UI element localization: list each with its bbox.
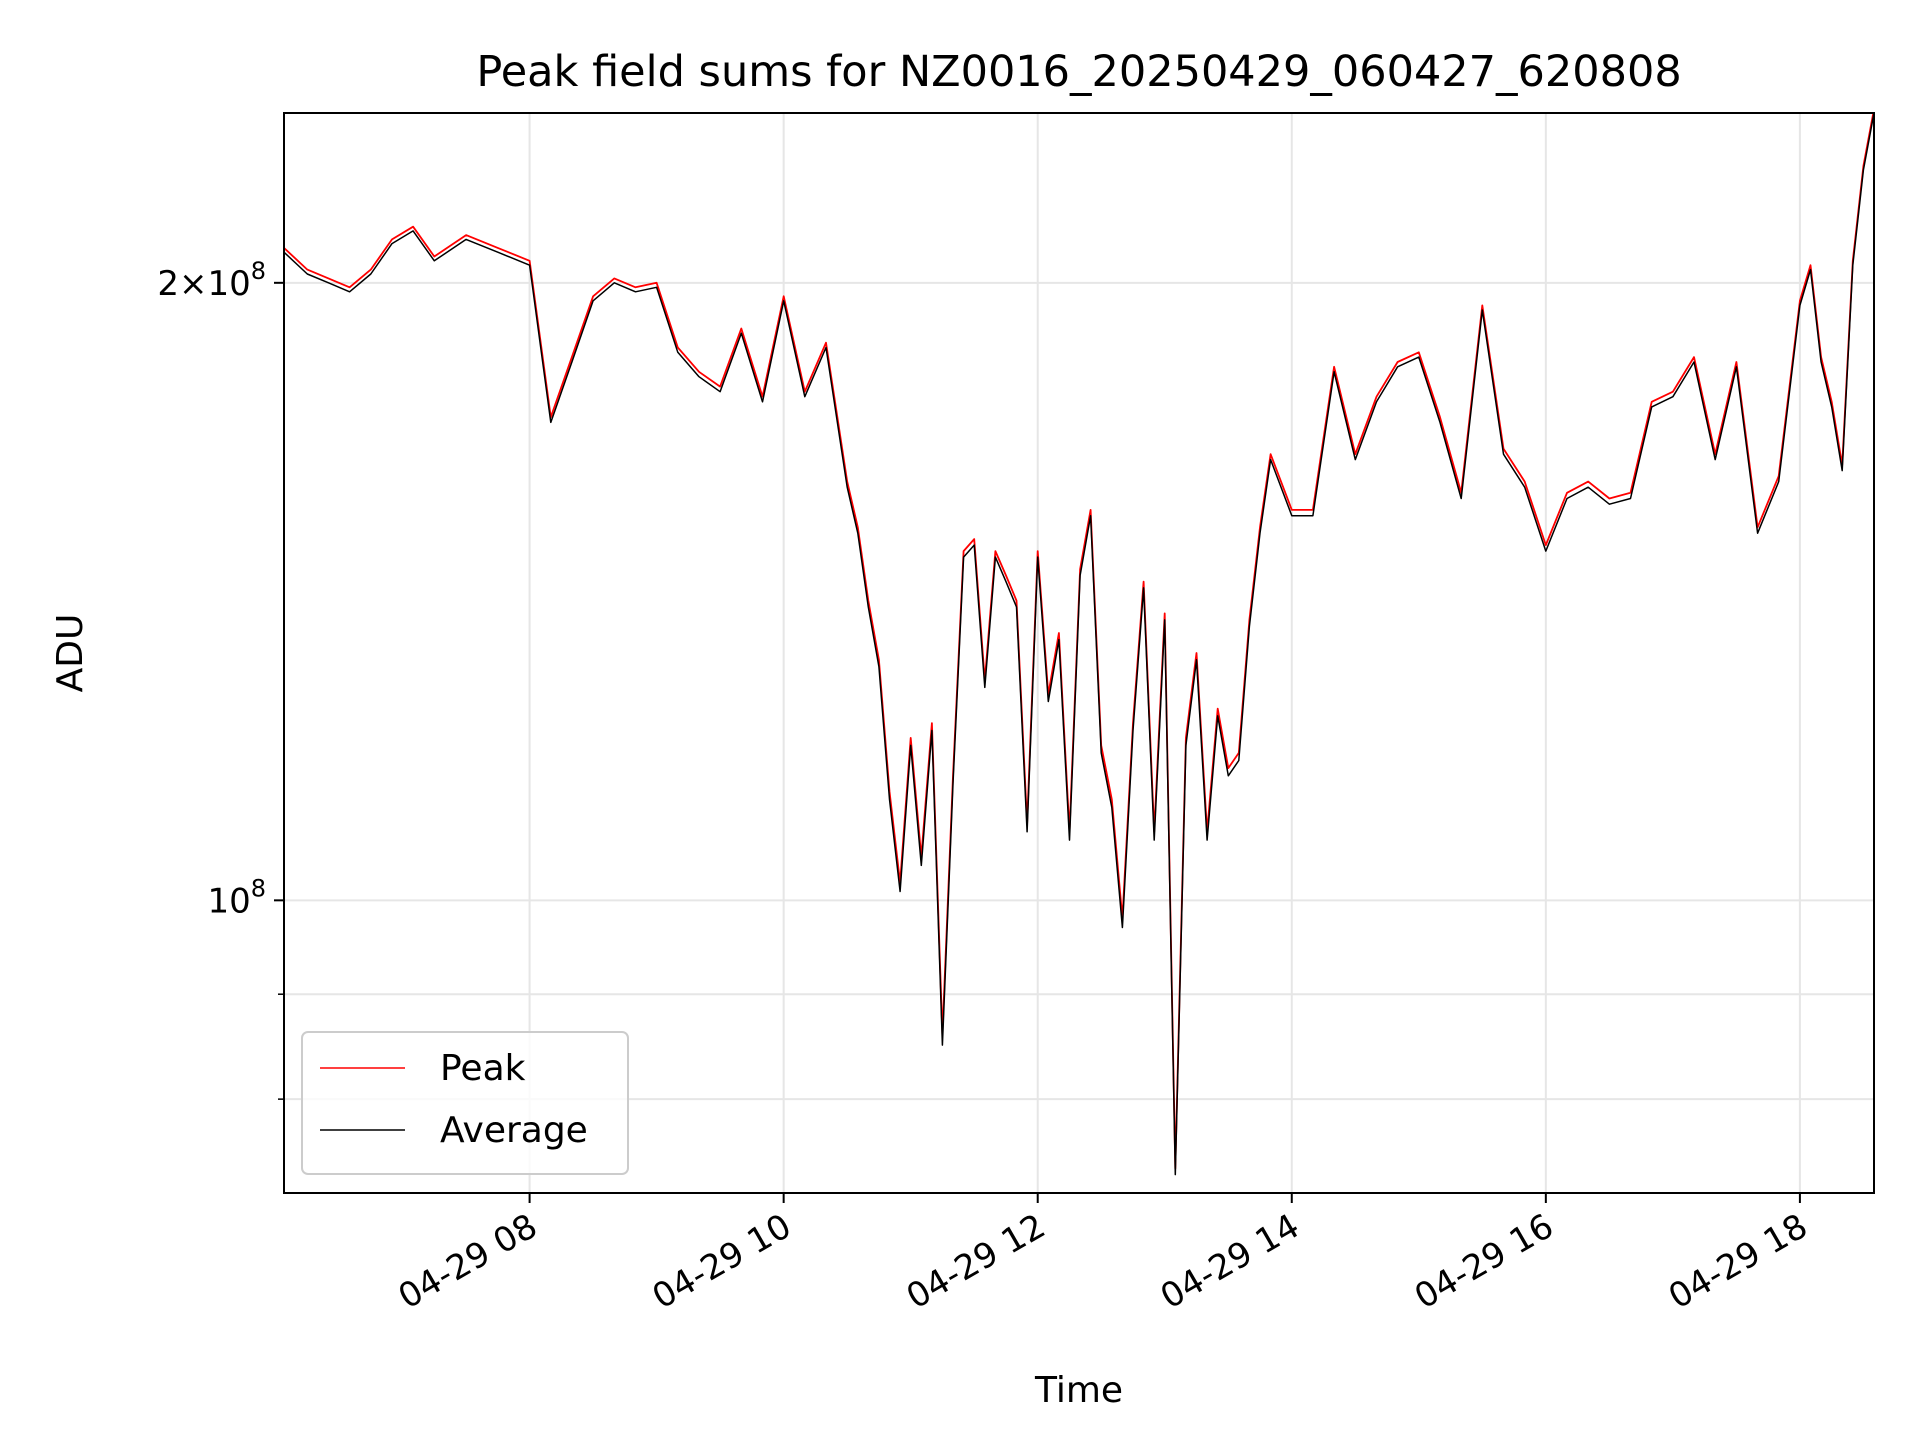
y-tick-exponent: 8 (251, 257, 266, 285)
x-axis-label: Time (1034, 1370, 1123, 1411)
y-tick-label: 2×108 (157, 257, 266, 304)
series-line-average (284, 113, 1874, 1176)
legend: Peak Average (301, 1031, 629, 1175)
y-tick-label: 108 (207, 874, 266, 921)
grid (284, 113, 1874, 1193)
y-tick-exponent: 8 (251, 874, 266, 902)
plot-frame (283, 112, 1875, 1194)
y-tick-base: 10 (207, 264, 250, 304)
y-tick-times: × (179, 264, 208, 304)
chart-title: Peak field sums for NZ0016_20250429_0604… (476, 47, 1681, 97)
legend-label-peak: Peak (440, 1048, 526, 1089)
plot-area (284, 113, 1874, 1176)
y-tick-mantissa: 2 (157, 264, 179, 304)
y-tick-base: 10 (207, 881, 250, 921)
legend-label-average: Average (440, 1110, 588, 1151)
series-group (284, 113, 1874, 1176)
y-axis-label: ADU (50, 614, 91, 693)
